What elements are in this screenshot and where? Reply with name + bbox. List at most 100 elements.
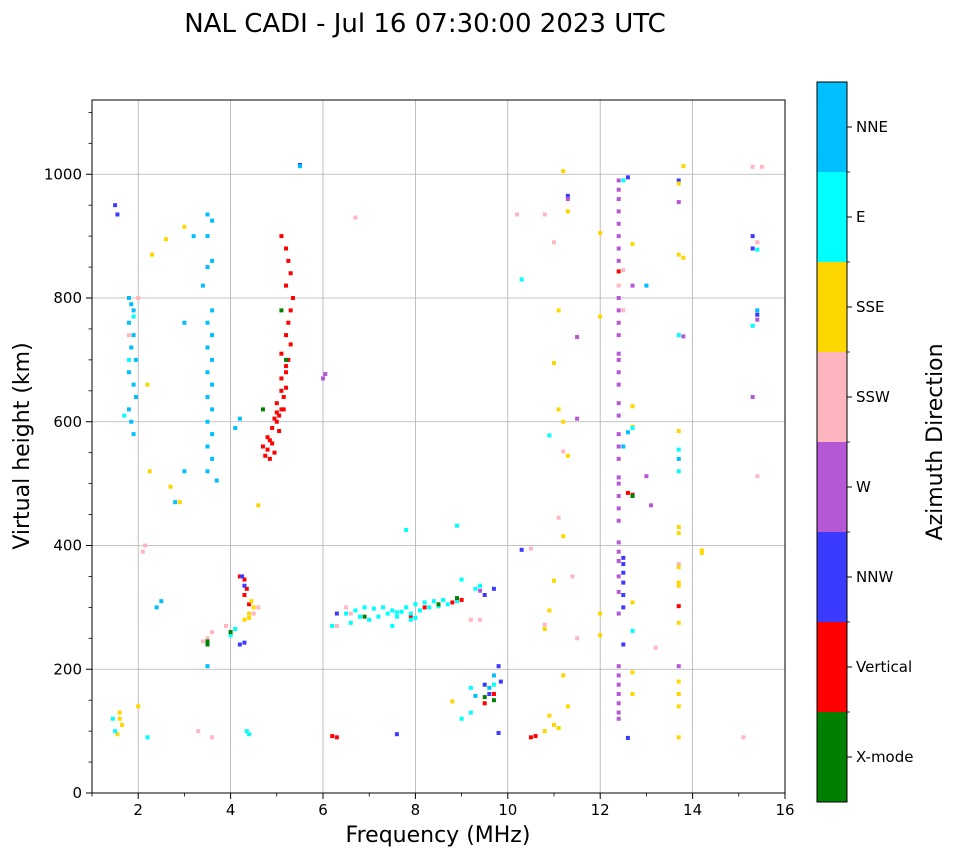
data-point bbox=[344, 605, 349, 610]
data-point bbox=[205, 212, 210, 217]
data-point bbox=[168, 484, 173, 489]
data-point bbox=[616, 246, 621, 251]
data-point bbox=[210, 218, 215, 223]
x-tick-label: 16 bbox=[775, 801, 794, 819]
data-point bbox=[468, 710, 473, 715]
data-point bbox=[279, 376, 284, 381]
data-point bbox=[376, 614, 381, 619]
data-point bbox=[288, 342, 293, 347]
data-point bbox=[131, 308, 136, 313]
data-point bbox=[274, 410, 279, 415]
data-point bbox=[110, 716, 115, 721]
data-marks bbox=[110, 162, 764, 740]
data-point bbox=[284, 283, 289, 288]
colorbar-label-e: E bbox=[856, 208, 865, 226]
data-point bbox=[385, 611, 390, 616]
data-point bbox=[399, 609, 404, 614]
data-point bbox=[621, 308, 626, 313]
data-point bbox=[515, 212, 520, 217]
data-point bbox=[478, 583, 483, 588]
data-point bbox=[616, 589, 621, 594]
data-point bbox=[450, 600, 455, 605]
data-point bbox=[237, 416, 242, 421]
data-point bbox=[126, 407, 131, 412]
data-point bbox=[565, 209, 570, 214]
data-point bbox=[468, 685, 473, 690]
data-point bbox=[616, 664, 621, 669]
series-sse bbox=[115, 164, 704, 740]
data-point bbox=[159, 599, 164, 604]
data-point bbox=[616, 413, 621, 418]
data-point bbox=[133, 357, 138, 362]
y-tick-label: 800 bbox=[53, 289, 82, 307]
data-point bbox=[616, 611, 621, 616]
data-point bbox=[478, 588, 483, 593]
data-point bbox=[270, 441, 275, 446]
data-point bbox=[450, 699, 455, 704]
data-point bbox=[205, 265, 210, 270]
data-point bbox=[334, 623, 339, 628]
data-point bbox=[630, 670, 635, 675]
data-point bbox=[330, 734, 335, 739]
data-point bbox=[676, 181, 681, 186]
data-point bbox=[616, 370, 621, 375]
data-point bbox=[272, 450, 277, 455]
data-point bbox=[487, 692, 492, 696]
data-point bbox=[242, 593, 247, 597]
data-point bbox=[362, 614, 367, 619]
data-point bbox=[676, 664, 681, 669]
data-point bbox=[274, 401, 279, 406]
data-point bbox=[288, 308, 293, 313]
colorbar-segment-e bbox=[817, 172, 847, 262]
colorbar-segment-w bbox=[817, 442, 847, 532]
data-point bbox=[616, 308, 621, 313]
data-point bbox=[621, 605, 626, 610]
data-point bbox=[542, 729, 547, 734]
data-point bbox=[240, 574, 245, 579]
data-point bbox=[163, 237, 168, 242]
data-point bbox=[237, 574, 242, 579]
data-point bbox=[616, 432, 621, 437]
data-point bbox=[247, 732, 252, 737]
data-point bbox=[279, 388, 284, 393]
data-point bbox=[676, 524, 681, 529]
data-point bbox=[561, 534, 566, 539]
colorbar-segment-x-mode bbox=[817, 712, 847, 802]
series-w bbox=[321, 178, 760, 721]
y-tick-label: 200 bbox=[53, 660, 82, 678]
data-point bbox=[284, 364, 289, 369]
data-point bbox=[565, 193, 570, 198]
data-point bbox=[390, 608, 395, 613]
x-tick-label: 4 bbox=[226, 801, 236, 819]
data-point bbox=[482, 701, 487, 706]
data-point bbox=[621, 593, 626, 597]
data-point bbox=[182, 469, 187, 474]
data-point bbox=[741, 735, 746, 740]
data-point bbox=[140, 549, 145, 554]
data-point bbox=[616, 549, 621, 554]
colorbar-label-nnw: NNW bbox=[856, 568, 893, 586]
data-point bbox=[575, 416, 580, 421]
data-point bbox=[681, 164, 686, 169]
data-point bbox=[260, 444, 265, 449]
data-point bbox=[542, 212, 547, 217]
data-point bbox=[113, 729, 118, 734]
data-point bbox=[621, 555, 626, 560]
data-point bbox=[265, 435, 270, 440]
data-point bbox=[126, 333, 131, 338]
x-axis-ticks: 2 4 6 8 10 12 14 16 bbox=[91, 793, 795, 819]
data-point bbox=[630, 600, 635, 605]
data-point bbox=[676, 604, 681, 609]
data-point bbox=[129, 302, 134, 307]
data-point bbox=[616, 401, 621, 406]
data-point bbox=[256, 605, 261, 610]
data-point bbox=[616, 494, 621, 498]
data-point bbox=[284, 357, 289, 362]
data-point bbox=[120, 722, 125, 727]
data-point bbox=[644, 474, 649, 479]
data-point bbox=[676, 429, 681, 434]
colorbar-segment-sse bbox=[817, 262, 847, 352]
data-point bbox=[565, 704, 570, 709]
data-point bbox=[552, 578, 556, 583]
data-point bbox=[676, 692, 681, 696]
